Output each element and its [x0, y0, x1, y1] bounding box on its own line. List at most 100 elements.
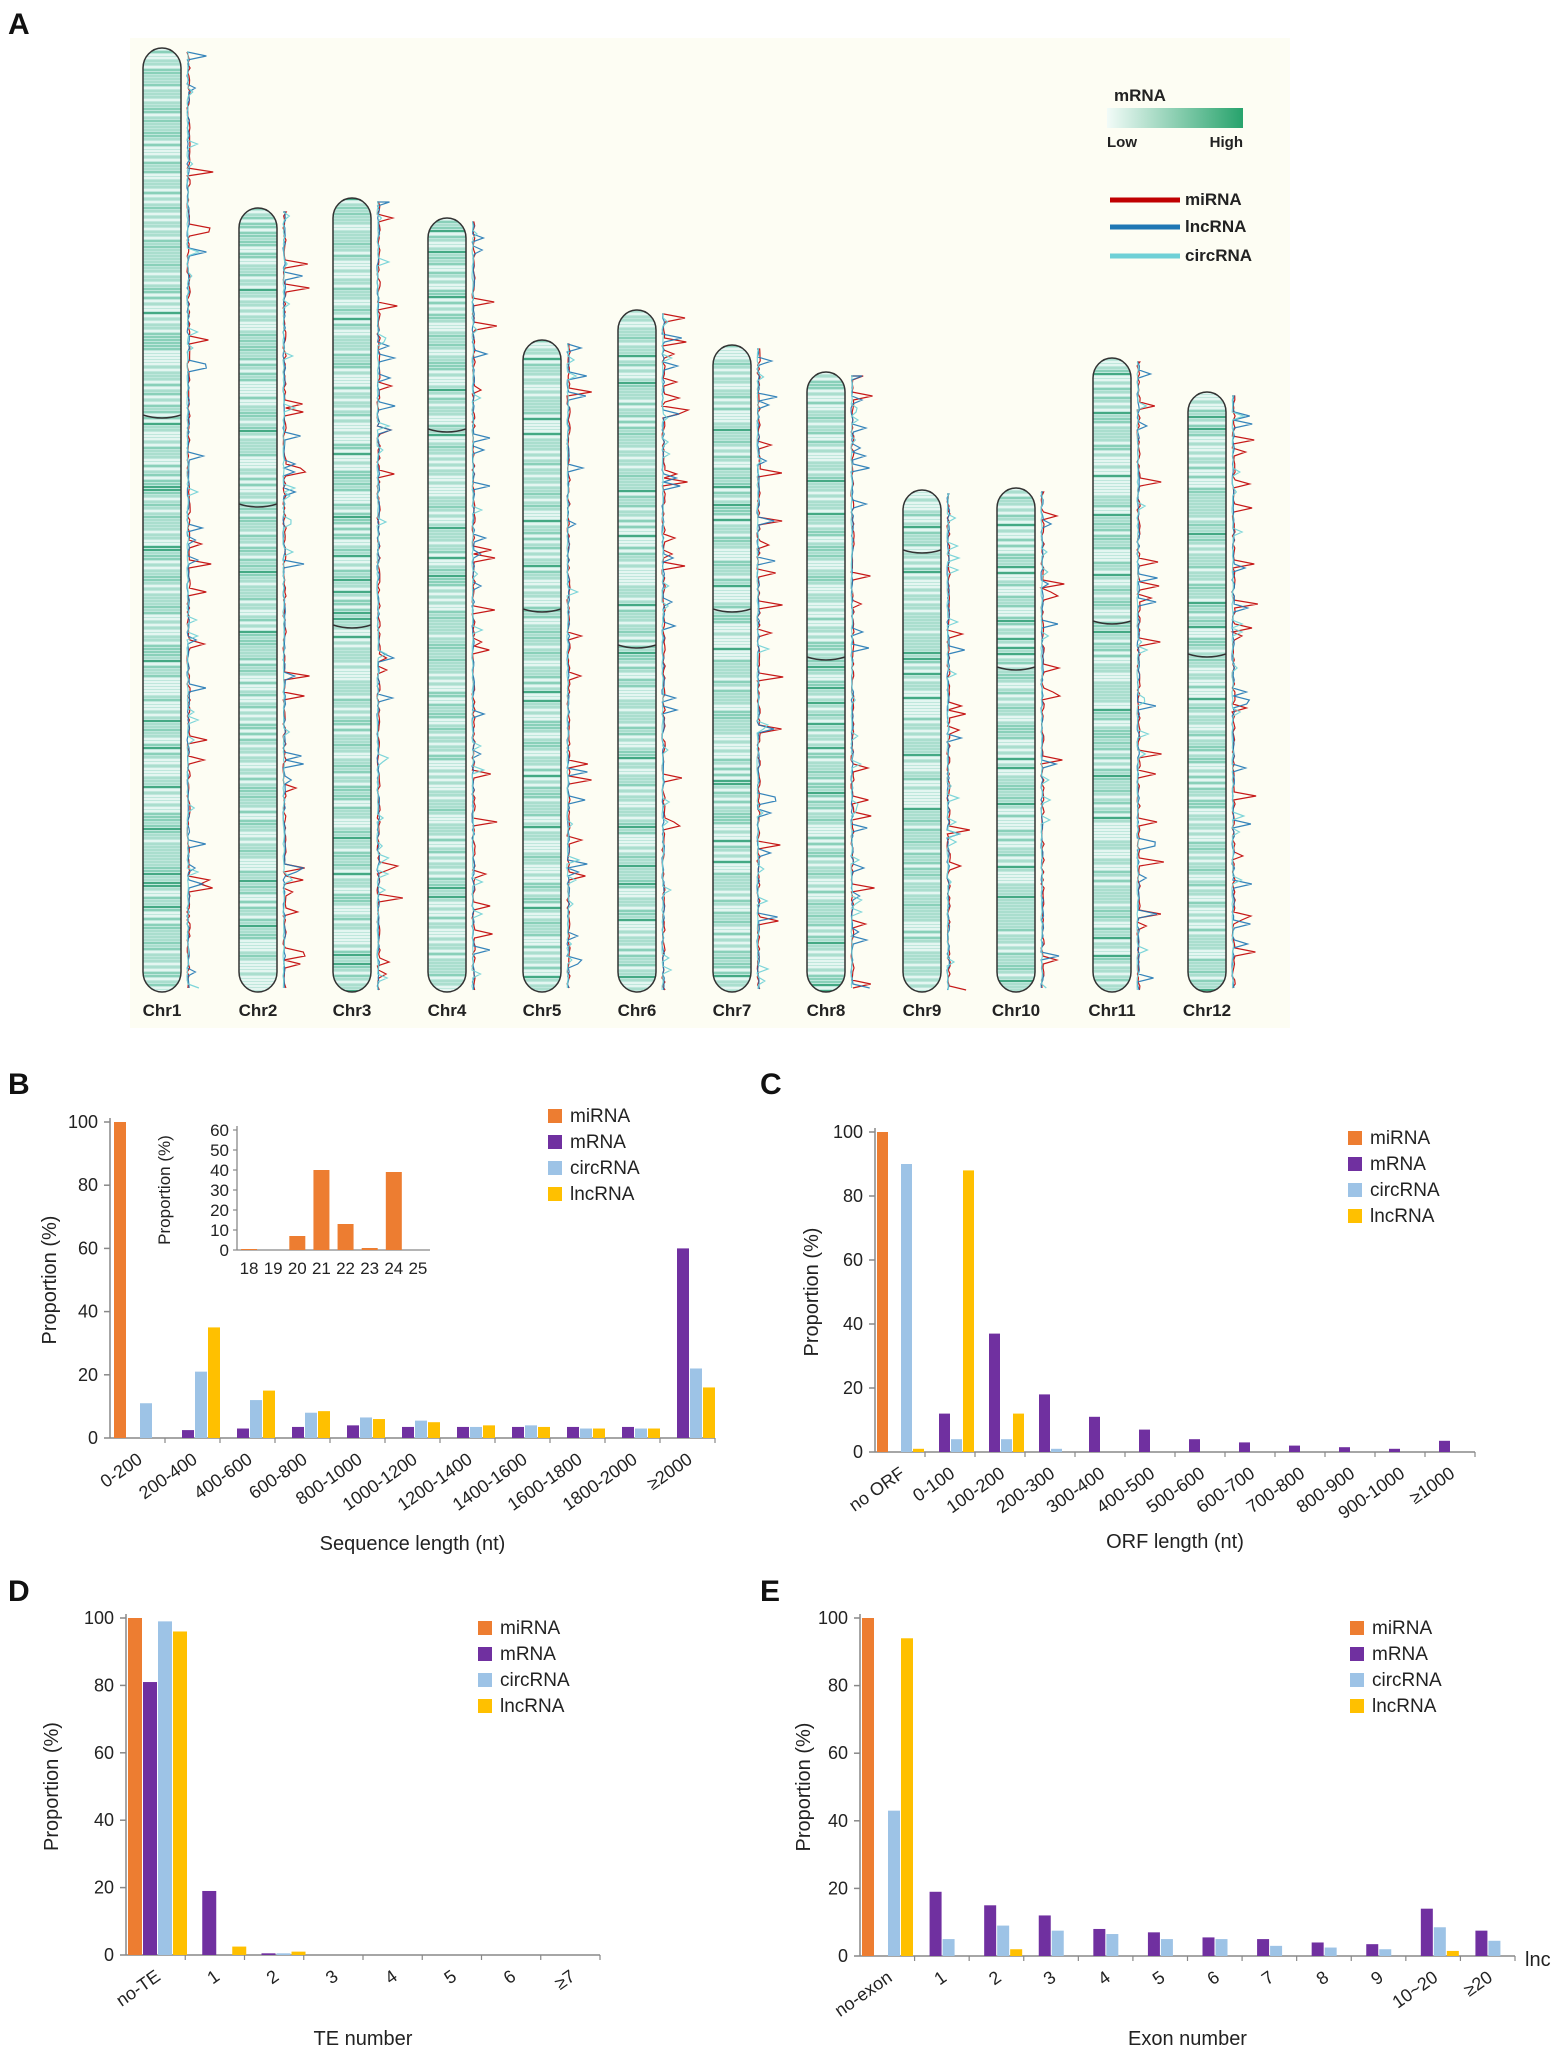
- chromosome-label: Chr5: [523, 1001, 562, 1020]
- bar-circrna: [635, 1429, 647, 1438]
- bar-mrna: [1089, 1417, 1100, 1452]
- bar-circrna: [305, 1413, 317, 1438]
- chart-orf-length: 0 20 40 60 80 100 Proportion (%) ORF length (nt…: [760, 1060, 1560, 1560]
- legend-label-mrna: mRNA: [500, 1644, 556, 1665]
- bar-circrna: [158, 1621, 172, 1955]
- heat-legend-title: mRNA: [1114, 86, 1166, 105]
- bar-mirna: [128, 1618, 142, 1955]
- y-tick-label: 40: [78, 1302, 98, 1322]
- inset-bar: [362, 1248, 378, 1250]
- bar-mrna: [567, 1427, 579, 1438]
- legend-swatch-lncrna: [478, 1699, 492, 1713]
- bar-circrna: [1052, 1931, 1064, 1956]
- bar-circrna: [1161, 1939, 1173, 1956]
- bar-mirna: [877, 1132, 888, 1452]
- bar-mrna: [1312, 1942, 1324, 1956]
- bar-mrna: [1203, 1937, 1215, 1956]
- legend-swatch-mirna: [1350, 1621, 1364, 1635]
- bar-lncrna: [292, 1952, 306, 1955]
- chromosome-chr1: [143, 48, 181, 992]
- chart-te-number: 0 20 40 60 80 100 Proportion (%) TE number no-TE…: [0, 1570, 760, 2055]
- x-tick-label: 1: [930, 1967, 950, 1989]
- x-axis-label: Exon number: [1128, 2028, 1247, 2050]
- bar-circrna: [277, 1953, 291, 1955]
- bar-lncrna: [232, 1947, 246, 1955]
- y-axis-label: Proportion (%): [41, 1722, 63, 1851]
- x-tick-label: 3: [322, 1966, 342, 1988]
- chromosome-label: Chr4: [428, 1001, 467, 1020]
- inset-x-tick-label: 24: [384, 1259, 403, 1278]
- bar-mrna: [1257, 1939, 1269, 1956]
- y-tick-label: 60: [94, 1743, 114, 1763]
- bar-mrna: [622, 1427, 634, 1438]
- bar-mrna: [1366, 1944, 1378, 1956]
- bar-mirna: [862, 1618, 874, 1956]
- y-tick-label: 60: [828, 1743, 848, 1763]
- inset-y-tick-label: 0: [220, 1241, 229, 1260]
- chromosome-label: Chr9: [903, 1001, 942, 1020]
- bar-mrna: [1039, 1915, 1051, 1956]
- bar-lncrna: [208, 1327, 220, 1438]
- bar-mrna: [292, 1427, 304, 1438]
- legend-label-circrna: circRNA: [1372, 1670, 1442, 1691]
- bar-circrna: [1051, 1449, 1062, 1452]
- x-tick-label: 6: [500, 1966, 520, 1988]
- bar-circrna: [1325, 1948, 1337, 1956]
- x-tick-label: 6: [1203, 1967, 1223, 1989]
- chromosome-chr8: [807, 372, 845, 992]
- y-tick-label: 40: [94, 1810, 114, 1830]
- bar-circrna: [580, 1429, 592, 1438]
- bar-mrna: [1289, 1446, 1300, 1452]
- bar-circrna: [888, 1811, 900, 1956]
- bar-mrna: [984, 1905, 996, 1956]
- inset-bar: [386, 1172, 402, 1250]
- bar-mrna: [182, 1430, 194, 1438]
- bar-mrna: [939, 1414, 950, 1452]
- legend-swatch-circrna: [478, 1673, 492, 1687]
- heat-legend-high: High: [1210, 134, 1243, 151]
- x-tick-label: ≥1000: [1406, 1463, 1458, 1508]
- legend-swatch-mrna: [478, 1647, 492, 1661]
- bar-mrna: [402, 1427, 414, 1438]
- bar-mrna: [930, 1892, 942, 1956]
- chromosome-chr4: [428, 218, 466, 992]
- bar-lncrna: [318, 1411, 330, 1438]
- legend-lncrna-label: lncRNA: [1185, 217, 1246, 236]
- x-tick-label: 2: [263, 1966, 283, 1988]
- chart-sequence-length: 020406080100Proportion (%)Sequence lengt…: [0, 1060, 760, 1560]
- x-tick-label: 5: [1149, 1967, 1169, 1989]
- x-axis-label: ORF length (nt): [1106, 1531, 1244, 1553]
- legend-swatch-mirna: [478, 1621, 492, 1635]
- bar-circrna: [140, 1403, 152, 1438]
- y-tick-label: 80: [843, 1186, 863, 1206]
- x-tick-label: 1: [203, 1966, 223, 1988]
- legend-label-mirna: miRNA: [1372, 1618, 1432, 1639]
- x-tick-label: ≥20: [1460, 1967, 1496, 2001]
- chromosome-label: Chr7: [713, 1001, 752, 1020]
- y-tick-label: 0: [853, 1442, 863, 1462]
- y-axis-label: Proportion (%): [793, 1723, 815, 1852]
- chromosome-label: Chr10: [992, 1001, 1040, 1020]
- legend-swatch-mrna: [1350, 1647, 1364, 1661]
- y-tick-label: 100: [833, 1122, 863, 1142]
- bar-circrna: [195, 1372, 207, 1438]
- inset-bar: [313, 1170, 329, 1250]
- y-tick-label: 60: [78, 1238, 98, 1258]
- bar-lncrna: [913, 1449, 924, 1452]
- legend-label-mirna: miRNA: [500, 1618, 560, 1639]
- y-tick-label: 20: [843, 1378, 863, 1398]
- legend-label-circrna: circRNA: [500, 1670, 570, 1691]
- bar-lncrna: [648, 1429, 660, 1438]
- x-tick-label: no ORF: [845, 1463, 908, 1516]
- bar-mrna: [1148, 1932, 1160, 1956]
- bar-circrna: [1488, 1941, 1500, 1956]
- bar-circrna: [943, 1939, 955, 1956]
- x-axis-label: TE number: [314, 2028, 413, 2050]
- y-tick-label: 0: [88, 1428, 98, 1448]
- bar-lncrna: [373, 1419, 385, 1438]
- bar-lncrna: [703, 1387, 715, 1438]
- inset-y-tick-label: 50: [210, 1141, 229, 1160]
- x-tick-label: 9: [1367, 1967, 1387, 1989]
- bar-mrna: [202, 1891, 216, 1955]
- bar-circrna: [1001, 1439, 1012, 1452]
